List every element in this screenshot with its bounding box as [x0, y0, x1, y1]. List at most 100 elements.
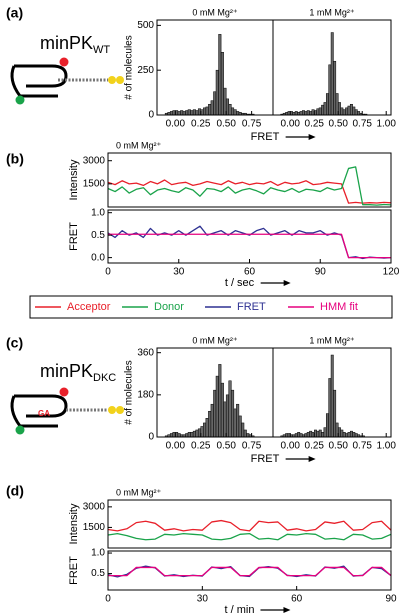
panel-title: 0 mM Mg²⁺ — [116, 140, 162, 150]
histogram-bar — [203, 107, 207, 116]
histogram-bar — [180, 110, 184, 116]
plot-frame — [107, 499, 392, 549]
y-axis-label: # of molecules — [124, 360, 135, 424]
histogram-bar — [187, 432, 191, 438]
panel-label: (c) — [6, 335, 23, 351]
histogram-bar — [285, 433, 289, 438]
trace-line — [108, 566, 392, 577]
histogram-bar — [318, 107, 322, 116]
histogram-bar — [297, 432, 301, 438]
histogram-bar — [218, 34, 222, 116]
histogram-bar — [354, 109, 358, 116]
x-tick-label: 0.50 — [216, 119, 236, 130]
biotin — [116, 406, 124, 414]
histogram-bar — [220, 382, 224, 438]
histogram-bar — [220, 52, 224, 116]
panel-label: (b) — [6, 151, 24, 167]
trace-line — [107, 166, 392, 206]
histogram-bar — [345, 433, 349, 438]
panel-title: 1 mM Mg²⁺ — [309, 335, 355, 345]
histogram-bar — [210, 403, 214, 438]
y-axis-label: FRET — [68, 222, 80, 251]
x-tick-label: 0.75 — [242, 119, 262, 130]
histogram-bar — [195, 429, 199, 438]
histogram-bar — [182, 111, 186, 116]
histogram-bar — [333, 60, 337, 116]
x-tick-label: 0.25 — [191, 441, 211, 452]
y-tick-label: 0.5 — [91, 230, 105, 241]
histogram-bar — [190, 432, 194, 438]
histogram-bar — [316, 108, 320, 116]
x-axis-label: FRET — [251, 453, 280, 465]
panel-label: (d) — [6, 483, 24, 499]
y-tick-label: 1500 — [83, 178, 106, 189]
histogram-bar — [192, 430, 196, 438]
histogram-bar — [233, 408, 237, 438]
histogram-bar — [333, 389, 337, 438]
histogram-bar — [347, 105, 351, 116]
histogram-bar — [210, 100, 214, 116]
plot-frame — [107, 209, 392, 264]
histogram-bar — [205, 418, 209, 438]
y-tick-label: 180 — [137, 389, 154, 400]
histogram-bar — [347, 432, 351, 438]
construct-subscript: DKC — [93, 372, 116, 384]
histogram-bar — [354, 433, 358, 438]
biotin — [108, 406, 116, 414]
panel-title: 1 mM Mg²⁺ — [309, 7, 355, 17]
y-tick-label: 0 — [148, 110, 154, 121]
histogram-bar — [177, 433, 181, 438]
rna-strand — [10, 395, 22, 427]
histogram-bar — [316, 430, 320, 438]
histogram-bar — [321, 432, 325, 438]
x-tick-label: 0.50 — [329, 119, 349, 130]
histogram-bar — [306, 432, 310, 438]
x-axis-label: FRET — [251, 131, 280, 143]
panel-title: 0 mM Mg²⁺ — [116, 487, 162, 497]
histogram-bar — [349, 430, 353, 438]
y-tick-label: 3000 — [83, 501, 106, 512]
axis-arrowhead — [283, 607, 291, 613]
y-tick-label: 0.0 — [91, 252, 105, 263]
histogram-bar — [304, 433, 308, 438]
y-tick-label: 0 — [148, 432, 154, 443]
y-tick-label: 1.0 — [91, 207, 105, 218]
x-tick-label: 0 — [105, 594, 111, 605]
histogram-bar — [195, 110, 199, 116]
x-tick-label: 0.50 — [329, 441, 349, 452]
mutation-label: GA — [38, 409, 50, 418]
histogram-bar — [302, 110, 305, 116]
histogram-bar — [352, 106, 356, 116]
plot-frame — [107, 152, 392, 208]
rna-strand — [10, 65, 22, 97]
histogram-bar — [323, 102, 327, 116]
histogram-bar — [330, 354, 334, 438]
donor-dye — [15, 425, 25, 435]
histogram-bar — [223, 401, 227, 438]
y-axis-label: Intensity — [68, 159, 80, 200]
histogram-bar — [325, 93, 329, 116]
histogram-bar — [185, 433, 189, 438]
histogram-bar — [231, 389, 235, 438]
acceptor-dye — [59, 387, 69, 397]
histogram-bar — [323, 427, 327, 438]
histogram-bar — [215, 375, 219, 438]
trace-line — [107, 532, 392, 541]
histogram-bar — [208, 410, 212, 438]
x-axis-label: t / sec — [225, 277, 255, 289]
trace-line — [107, 225, 392, 260]
plot-frame — [107, 550, 392, 591]
x-tick-label: 30 — [173, 267, 185, 278]
biotin — [108, 76, 116, 84]
donor-dye — [15, 95, 25, 105]
y-tick-label: 0.5 — [91, 568, 105, 579]
x-tick-label: 120 — [383, 267, 400, 278]
x-tick-label: 0.25 — [191, 119, 211, 130]
acceptor-dye — [59, 57, 69, 67]
trace-line — [107, 179, 392, 204]
histogram-bar — [238, 415, 242, 438]
histogram-bar — [321, 104, 325, 116]
y-tick-label: 1.0 — [91, 548, 105, 559]
legend-label: Acceptor — [67, 301, 111, 313]
